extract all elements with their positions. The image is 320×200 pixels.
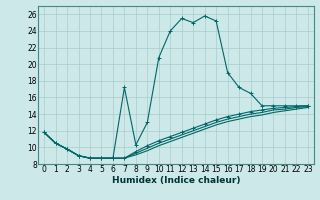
X-axis label: Humidex (Indice chaleur): Humidex (Indice chaleur) (112, 176, 240, 185)
